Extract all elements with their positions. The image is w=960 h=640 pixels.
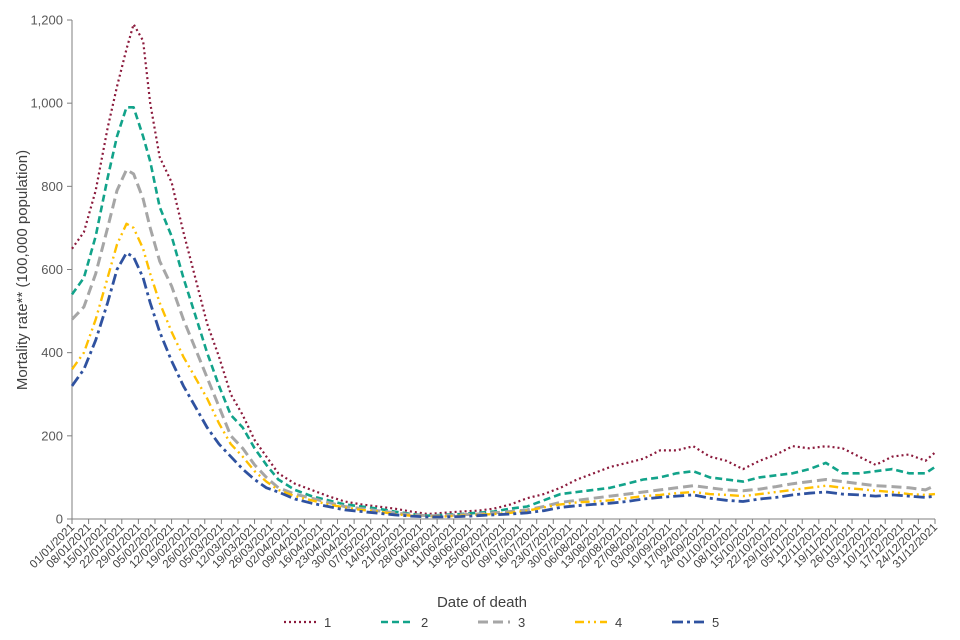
legend-label-5: 5	[712, 615, 719, 630]
y-tick-label: 0	[56, 512, 63, 527]
legend-label-4: 4	[615, 615, 622, 630]
y-tick-label: 1,000	[30, 96, 63, 111]
legend-label-1: 1	[324, 615, 331, 630]
x-axis: 01/01/202108/01/202115/01/202122/01/2021…	[28, 518, 940, 571]
series-line-4	[71, 222, 936, 518]
y-tick-label: 1,200	[30, 13, 63, 28]
series-line-5	[70, 251, 936, 519]
series-line-3	[70, 168, 936, 518]
legend: 1 2 3 4 5	[284, 615, 719, 630]
y-tick-label: 200	[41, 428, 63, 443]
series-layer	[70, 23, 936, 519]
y-axis-title: Mortality rate** (100,000 population)	[14, 150, 31, 390]
y-tick-label: 400	[41, 345, 63, 360]
legend-label-2: 2	[421, 615, 428, 630]
y-tick-label: 600	[41, 262, 63, 277]
x-axis-title: Date of death	[437, 594, 527, 611]
y-tick-label: 800	[41, 179, 63, 194]
y-axis: 0 200 400 600 800 1,000 1,200	[30, 13, 73, 527]
series-line-1	[71, 23, 936, 516]
legend-label-3: 3	[518, 615, 525, 630]
series-line-2	[70, 106, 936, 518]
